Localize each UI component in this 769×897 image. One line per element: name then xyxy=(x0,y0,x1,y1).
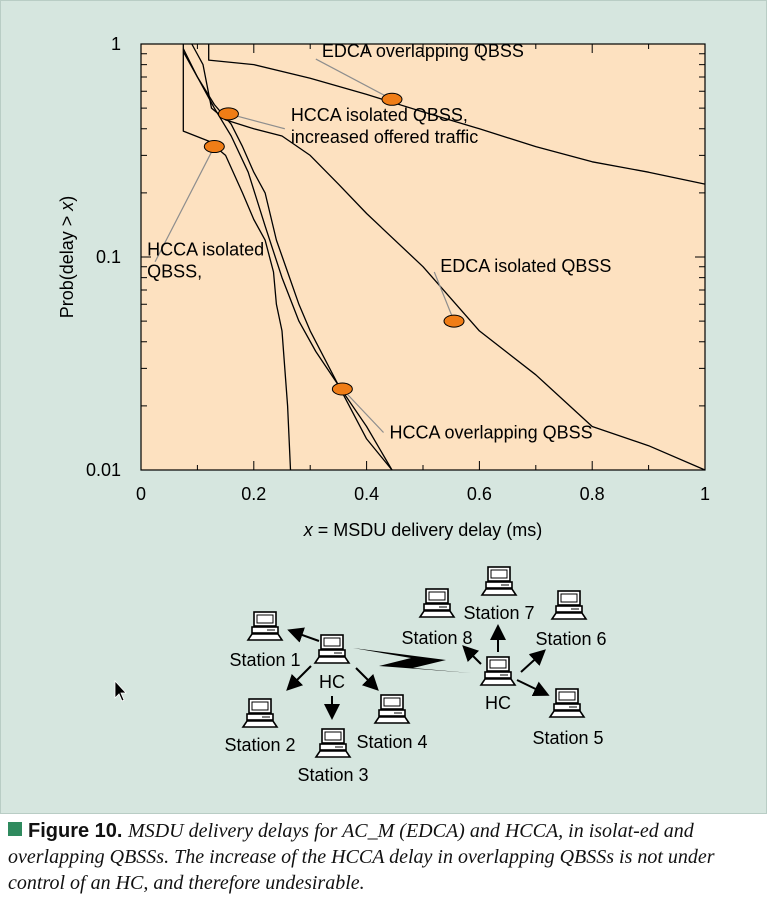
caption-text: MSDU delivery delays for AC_M (EDCA) and… xyxy=(8,820,715,894)
mouse-cursor-icon xyxy=(114,679,127,702)
arrow-hc-to-station-1 xyxy=(287,627,320,643)
station-6-label: Station 6 xyxy=(535,629,606,649)
figure-caption: Figure 10. MSDU delivery delays for AC_M… xyxy=(8,818,760,896)
series-label-0: EDCA overlapping QBSS xyxy=(322,41,524,61)
leader-line-0 xyxy=(315,58,393,100)
leader-line-1 xyxy=(433,271,455,322)
x-tick-label: 0.2 xyxy=(241,484,266,504)
station-4-computer-icon xyxy=(374,694,410,724)
y-axis-title: Prob(delay > x) xyxy=(57,196,77,319)
series-label-2: HCCA isolated QBSS, increased offered tra… xyxy=(291,105,478,147)
x-axis-title: x = MSDU delivery delay (ms) xyxy=(303,520,543,540)
series-label-4: HCCA overlapping QBSS xyxy=(390,422,593,442)
hc-left-label: HC xyxy=(319,672,345,692)
arrow-hc-to-station-6 xyxy=(520,649,546,673)
leader-lines xyxy=(154,58,455,433)
station-3-computer-icon xyxy=(315,728,351,758)
arrow-hc-to-station-5 xyxy=(516,679,550,696)
station-6-computer-icon xyxy=(551,590,587,620)
series-label-1: EDCA isolated QBSS xyxy=(440,256,611,276)
station-2-computer-icon xyxy=(242,698,278,728)
caption-label: Figure 10. xyxy=(28,820,123,842)
station-8-computer-icon xyxy=(419,588,455,618)
y-tick-label: 1 xyxy=(111,34,121,54)
lightning-bolt-icon xyxy=(353,648,471,673)
x-tick-label: 1 xyxy=(700,484,710,504)
series-marker-4 xyxy=(331,382,353,396)
station-1-computer-icon xyxy=(247,611,283,641)
station-5-label: Station 5 xyxy=(532,728,603,748)
leader-line-3 xyxy=(154,146,215,263)
station-3-label: Station 3 xyxy=(297,765,368,785)
series-labels: EDCA overlapping QBSS EDCA isolated QBSS H… xyxy=(147,41,611,442)
series-line-0 xyxy=(208,44,706,185)
series-marker-0 xyxy=(381,92,403,106)
hc-right-computer-icon xyxy=(480,656,516,686)
series-marker-2 xyxy=(217,107,239,121)
series-marker-3 xyxy=(203,140,225,154)
arrow-hc-to-station-4 xyxy=(355,667,379,691)
station-1-label: Station 1 xyxy=(229,650,300,670)
figure-panel: 0 0.2 0.4 0.6 0.8 1 0.01 0.1 1 EDCA overlapping … xyxy=(0,0,767,814)
station-5-computer-icon xyxy=(549,688,585,718)
series-marker-1 xyxy=(443,314,465,328)
series-line-2 xyxy=(182,51,393,471)
station-7-computer-icon xyxy=(481,566,517,596)
y-tick-label: 0.1 xyxy=(96,247,121,267)
x-tick-label: 0.6 xyxy=(467,484,492,504)
station-2-label: Station 2 xyxy=(224,735,295,755)
y-tick-label: 0.01 xyxy=(86,460,121,480)
x-tick-label: 0.8 xyxy=(580,484,605,504)
station-4-label: Station 4 xyxy=(356,732,427,752)
hc-left-computer-icon xyxy=(314,634,350,664)
station-7-label: Station 7 xyxy=(463,603,534,623)
series-label-3: HCCA isolated QBSS, xyxy=(147,240,264,282)
station-8-label: Station 8 xyxy=(401,628,472,648)
axis-ticks xyxy=(140,43,706,471)
tick-labels: 0 0.2 0.4 0.6 0.8 1 0.01 0.1 1 xyxy=(86,34,710,504)
series-markers xyxy=(203,92,465,396)
network-diagram: HC Station 1 Station 2 Station 3 Station… xyxy=(114,566,607,785)
delay-chart: 0 0.2 0.4 0.6 0.8 1 0.01 0.1 1 EDCA overlapping … xyxy=(57,34,710,540)
leader-line-4 xyxy=(341,388,384,433)
hc-right-label: HC xyxy=(485,693,511,713)
x-tick-label: 0 xyxy=(136,484,146,504)
x-tick-label: 0.4 xyxy=(354,484,379,504)
arrow-hc-to-station-2 xyxy=(286,665,312,691)
arrow-hc-to-station-8 xyxy=(462,645,482,665)
caption-marker-icon xyxy=(8,822,22,836)
